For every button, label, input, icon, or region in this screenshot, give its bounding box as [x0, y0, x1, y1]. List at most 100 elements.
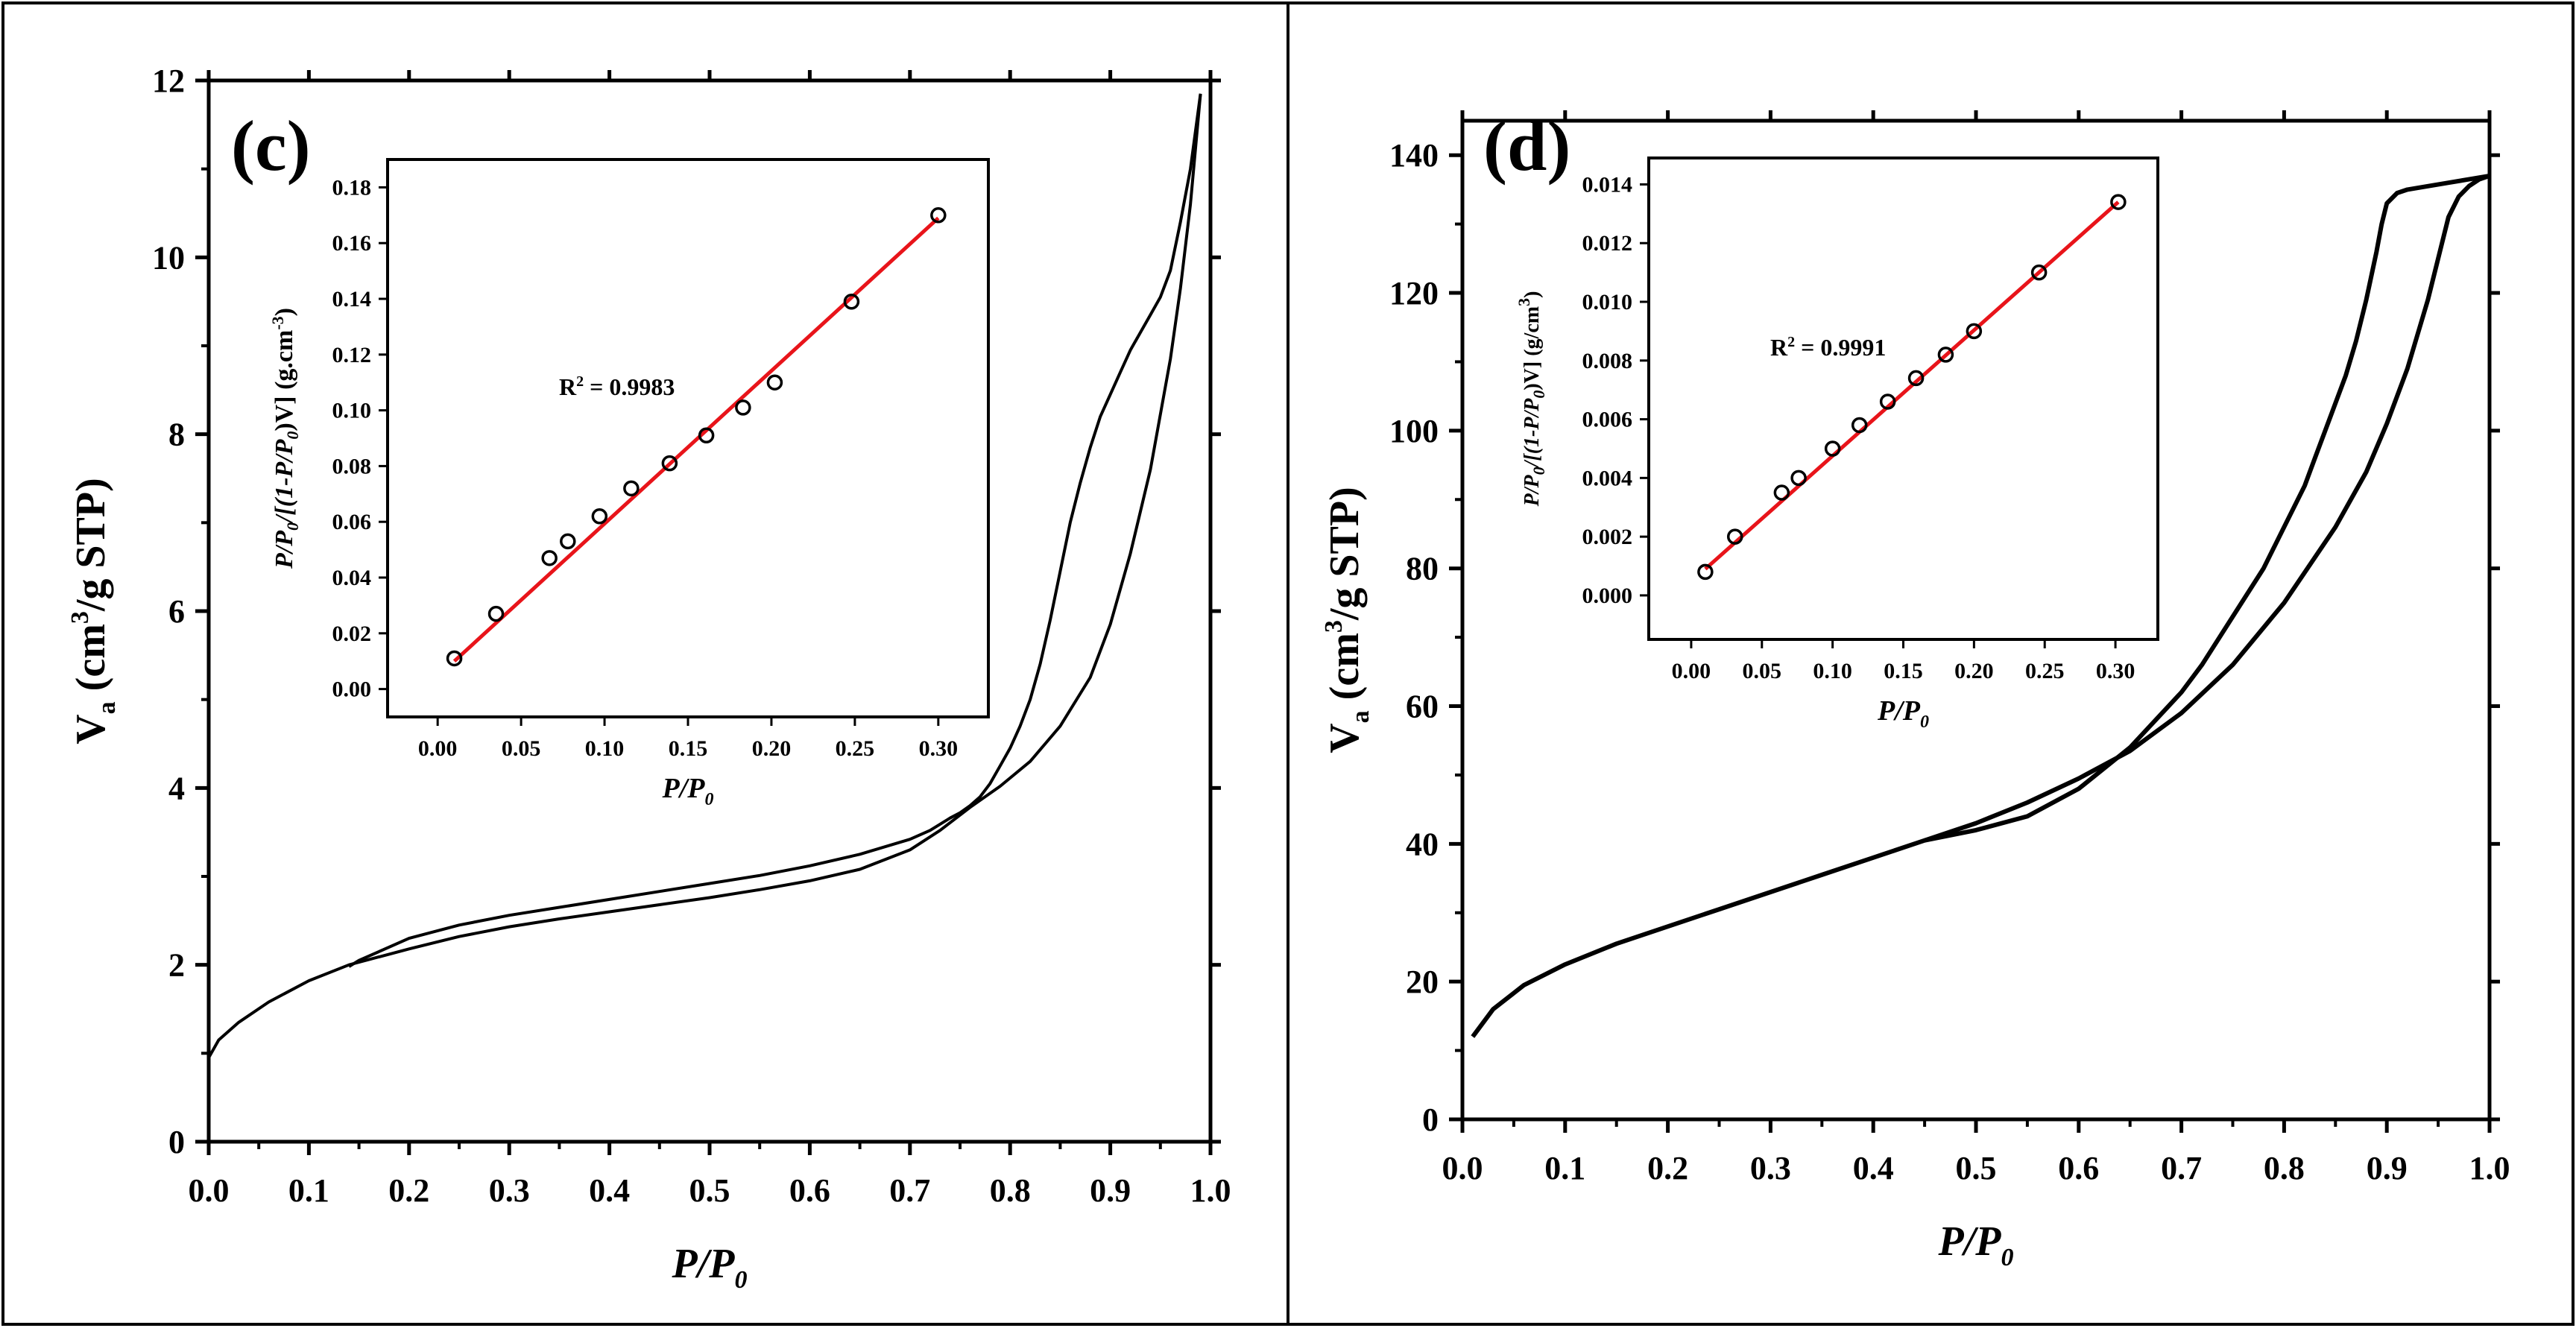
y-tick-label: 4 [168, 770, 185, 806]
inset-data-point [766, 374, 783, 391]
x-tick-label: 1.0 [1190, 1172, 1231, 1209]
y-axis-title-rest: (cm [1322, 633, 1368, 710]
inset-x-tick-label: 0.05 [1743, 659, 1782, 683]
inset-x-axis-title-sub: 0 [704, 790, 713, 809]
inset-r2-annotation: R2 = 0.9983 [559, 373, 675, 400]
inset-data-point [1937, 347, 1954, 363]
y-axis-title-rest: (cm [68, 624, 114, 701]
inset-y-title-part: )V] (g/cm [1521, 306, 1544, 391]
inset-data-point [1907, 370, 1925, 387]
inset-y-title-part: )V] (g.cm [271, 330, 298, 431]
inset-y-axis-title: P/P0/[(1-P/P0)V] (g/cm3) [1515, 291, 1548, 508]
x-tick-label: 0.1 [288, 1172, 329, 1209]
inset-y-tick-label: 0.002 [1582, 525, 1633, 549]
inset-r2-value: = 0.9983 [584, 373, 675, 400]
y-tick-label: 0 [1422, 1101, 1439, 1138]
inset-y-tick-label: 0.02 [332, 622, 372, 646]
inset-y-title-sup: 3 [1515, 298, 1533, 306]
x-axis-title: P/P0 [1938, 1218, 2014, 1271]
inset-axes-frame [1647, 157, 2159, 641]
inset-y-tick-label: 0.12 [332, 343, 372, 367]
series-line-adsorption [207, 93, 1202, 1059]
inset-x-axis-title-main: P/P [662, 773, 706, 804]
inset-x-tick-label: 0.30 [919, 736, 959, 761]
inset-y-title-part: P/P [271, 531, 298, 569]
inset-r2-sup: 2 [576, 373, 584, 390]
x-tick-label: 0.3 [1750, 1150, 1791, 1186]
inset-y-tick-label: 0.18 [332, 175, 372, 200]
y-tick-label: 12 [152, 63, 185, 99]
inset-y-tick-label: 0.16 [332, 231, 372, 256]
inset-fit-line [452, 216, 940, 663]
y-axis-title-tail: /g STP) [1322, 487, 1368, 621]
inset-r2-value: = 0.9991 [1795, 334, 1886, 361]
inset-x-tick-label: 0.30 [2096, 659, 2135, 683]
y-tick-label: 0 [168, 1124, 185, 1160]
inset-data-point [2110, 194, 2127, 210]
panel-label: (d) [1483, 106, 1570, 186]
inset-y-title-sub: 0 [283, 522, 302, 531]
inset-x-tick-label: 0.20 [1954, 659, 1994, 683]
inset-x-tick-label: 0.00 [1672, 659, 1711, 683]
x-axis-title: P/P0 [672, 1241, 748, 1294]
y-axis-title-tail: /g STP) [68, 478, 114, 612]
y-tick-label: 8 [168, 417, 185, 453]
inset-x-tick-label: 0.10 [1813, 659, 1852, 683]
series-line-desorption [1924, 173, 2490, 843]
x-tick-label: 0.7 [889, 1172, 930, 1209]
inset-x-tick-label: 0.15 [1884, 659, 1923, 683]
series-line-desorption [348, 93, 1202, 968]
inset-y-title-part: P/P [1521, 475, 1544, 508]
y-tick-label: 100 [1389, 413, 1439, 449]
panel-c: 0.0 0.1 0.2 0.3 0.4 0.5 0.6 0.7 0.8 0.9 1.0 0 2 4 6 8 10… [66, 63, 1231, 1294]
inset-data-point [2030, 264, 2048, 281]
inset-data-point [1851, 417, 1868, 434]
inset-data-point [843, 293, 860, 310]
inset-y-tick-label: 0.08 [332, 454, 372, 478]
inset-y-title-part: ) [271, 308, 298, 316]
inset-data-point [560, 533, 576, 550]
y-tick-label: 60 [1406, 689, 1439, 725]
y-axis-title: Va (cm3/g STP) [1320, 487, 1374, 753]
x-tick-label: 0.2 [1647, 1150, 1688, 1186]
x-tick-label: 0.6 [789, 1172, 830, 1209]
inset-r2-sup: 2 [1787, 334, 1795, 350]
inset-data-point [735, 399, 751, 416]
x-tick-label: 0.5 [1956, 1150, 1997, 1186]
inset-data-point [1966, 323, 1983, 340]
inset-plot: 0.00 0.05 0.10 0.15 0.20 0.25 0.30 0.000 0.002 0.… [1515, 157, 2159, 732]
inset-y-tick-label: 0.006 [1582, 408, 1633, 432]
x-axis-title-sub: 0 [734, 1266, 747, 1294]
inset-data-point [591, 508, 608, 525]
y-axis-title-sup: 3 [1320, 620, 1348, 633]
inset-axes-frame [386, 158, 990, 718]
y-tick-label: 2 [168, 947, 185, 984]
inset-data-point [446, 650, 463, 667]
x-tick-label: 0.9 [2367, 1150, 2408, 1186]
y-axis-title-sub: a [93, 701, 121, 714]
inset-x-axis-title-main: P/P [1877, 695, 1921, 727]
x-tick-label: 0.8 [990, 1172, 1031, 1209]
inset-data-point [1879, 393, 1896, 410]
inset-data-point [930, 207, 947, 224]
inset-y-title-sub: 0 [1530, 391, 1548, 399]
y-tick-label: 6 [168, 593, 185, 630]
x-tick-label: 0.8 [2264, 1150, 2305, 1186]
inset-x-axis-title: P/P0 [1877, 695, 1929, 732]
inset-y-title-part: /[(1-P/P [1521, 398, 1544, 469]
inset-x-axis-title-sub: 0 [1920, 712, 1929, 732]
y-tick-label: 10 [152, 239, 185, 276]
y-axis-title-sup: 3 [66, 611, 94, 624]
inset-y-axis-title: P/P0/[(1-P/P0)V] (g.cm-3) [268, 308, 302, 569]
inset-r2-main: R [559, 373, 577, 400]
inset-plot: 0.00 0.05 0.10 0.15 0.20 0.25 0.30 0.00 0.02 0.04… [268, 158, 990, 809]
y-axis-title-main: V [1322, 723, 1368, 753]
inset-x-tick-label: 0.05 [502, 736, 541, 761]
inset-y-tick-label: 0.00 [332, 677, 372, 702]
inset-y-tick-label: 0.010 [1582, 290, 1633, 314]
inset-y-tick-label: 0.14 [332, 287, 372, 312]
inset-data-point [541, 550, 558, 566]
y-tick-label: 20 [1406, 964, 1439, 1000]
y-axis-title-main: V [68, 714, 114, 744]
